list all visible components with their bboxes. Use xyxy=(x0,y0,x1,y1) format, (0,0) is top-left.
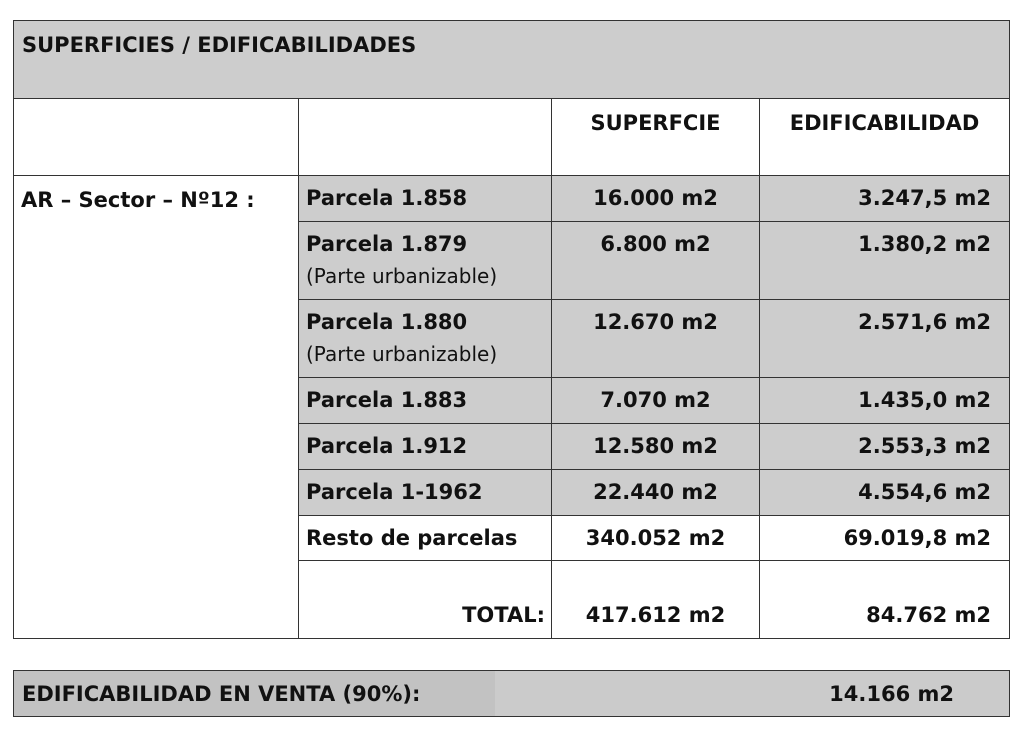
edificabilidad-cell: 2.553,3 m2 xyxy=(759,423,1010,470)
parcela-cell: Resto de parcelas xyxy=(298,515,552,561)
parcela-cell: Parcela 1.883 xyxy=(298,377,552,424)
parcela-label: Resto de parcelas xyxy=(306,526,518,550)
parcela-cell: Parcela 1.880 (Parte urbanizable) xyxy=(298,299,552,378)
edificabilidad-cell: 1.380,2 m2 xyxy=(759,221,1010,300)
parcela-label: Parcela 1.883 xyxy=(306,388,468,412)
superficie-cell: 12.670 m2 xyxy=(551,299,760,378)
venta-value-cell: 14.166 m2 xyxy=(495,670,1010,717)
superficie-cell: 16.000 m2 xyxy=(551,175,760,222)
superficie-cell: 12.580 m2 xyxy=(551,423,760,470)
edificabilidad-cell: 3.247,5 m2 xyxy=(759,175,1010,222)
superficie-cell: 340.052 m2 xyxy=(551,515,760,561)
edificabilidad-cell: 69.019,8 m2 xyxy=(759,515,1010,561)
parcela-label: Parcela 1.912 xyxy=(306,434,468,458)
edificabilidad-cell: 4.554,6 m2 xyxy=(759,469,1010,516)
parcela-note: (Parte urbanizable) xyxy=(306,342,498,366)
edificabilidad-cell: 2.571,6 m2 xyxy=(759,299,1010,378)
edificabilidad-cell: 1.435,0 m2 xyxy=(759,377,1010,424)
parcela-cell: Parcela 1.879 (Parte urbanizable) xyxy=(298,221,552,300)
superficie-cell: 22.440 m2 xyxy=(551,469,760,516)
title-row: SUPERFICIES / EDIFICABILIDADES xyxy=(13,20,1010,99)
total-superficie-cell: 417.612 m2 xyxy=(551,560,760,639)
parcela-cell: Parcela 1.912 xyxy=(298,423,552,470)
header-superficie: SUPERFCIE xyxy=(551,98,760,176)
parcela-label: Parcela 1.880 xyxy=(306,310,468,334)
parcela-note: (Parte urbanizable) xyxy=(306,264,498,288)
table-title: SUPERFICIES / EDIFICABILIDADES xyxy=(22,33,417,57)
total-edificabilidad-cell: 84.762 m2 xyxy=(759,560,1010,639)
parcela-label: Parcela 1-1962 xyxy=(306,480,483,504)
parcela-label: Parcela 1.858 xyxy=(306,186,468,210)
total-label-cell: TOTAL: xyxy=(298,560,552,639)
sector-cell: AR – Sector – Nº12 : xyxy=(13,175,299,639)
sector-label: AR – Sector – Nº12 : xyxy=(21,188,255,212)
superficie-cell: 6.800 m2 xyxy=(551,221,760,300)
header-cell-empty-1 xyxy=(13,98,299,176)
superficie-cell: 7.070 m2 xyxy=(551,377,760,424)
parcela-cell: Parcela 1.858 xyxy=(298,175,552,222)
header-edificabilidad: EDIFICABILIDAD xyxy=(759,98,1010,176)
header-cell-empty-2 xyxy=(298,98,552,176)
venta-label-cell: EDIFICABILIDAD EN VENTA (90%): xyxy=(13,670,496,717)
parcela-cell: Parcela 1-1962 xyxy=(298,469,552,516)
parcela-label: Parcela 1.879 xyxy=(306,232,468,256)
